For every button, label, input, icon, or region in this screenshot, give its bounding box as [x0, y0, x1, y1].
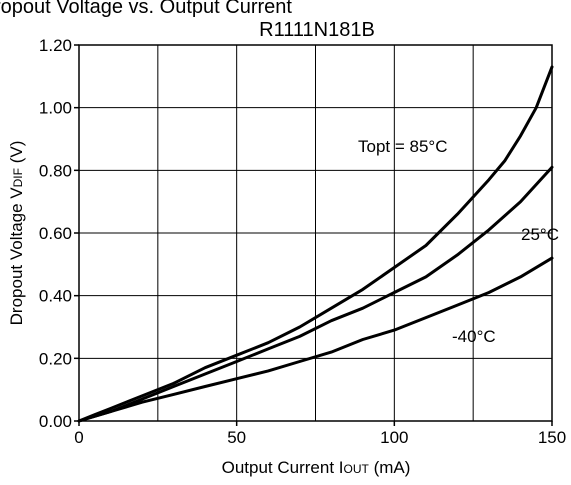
x-axis-label-main: Output Current I — [222, 458, 344, 477]
series-line-25c — [77, 165, 554, 423]
x-axis-label-subscript: OUT — [344, 462, 370, 476]
y-tick-label: 0.20 — [39, 349, 72, 368]
series-layer — [77, 65, 554, 423]
y-tick-label: 0.80 — [39, 161, 72, 180]
series-label-25c: 25°C — [521, 225, 559, 244]
y-tick-label: 1.20 — [39, 36, 72, 55]
x-axis-label: Output Current IOUT (mA) — [222, 458, 411, 477]
series-label-minus40c: -40°C — [452, 327, 496, 346]
chart-title: R1111N181B — [259, 19, 375, 41]
series-line-85c — [77, 65, 554, 423]
y-axis-label-main: Dropout Voltage V — [7, 187, 26, 326]
y-axis-label: Dropout Voltage VDIF (V) — [7, 141, 26, 326]
chart-title-partial: ropout Voltage vs. Output Current — [0, 0, 292, 18]
x-tick-label: 50 — [227, 428, 246, 447]
series-label-85c: Topt = 85°C — [358, 137, 448, 156]
y-tick-label: 1.00 — [39, 99, 72, 118]
series-line-minus40c — [77, 256, 554, 423]
y-axis-label-subscript: DIF — [11, 168, 25, 187]
x-tick-label: 150 — [538, 428, 566, 447]
y-tick-label: 0.40 — [39, 287, 72, 306]
y-tick-label: 0.00 — [39, 412, 72, 431]
x-axis-label-unit: (mA) — [369, 458, 411, 477]
x-tick-label: 100 — [380, 428, 408, 447]
grid-layer — [79, 45, 552, 421]
x-tick-label: 0 — [74, 428, 83, 447]
y-axis-label-unit: (V) — [7, 141, 26, 168]
tick-layer: 0.00 0.20 0.40 0.60 0.80 1.00 1.20 0 50 100 150 — [39, 36, 566, 447]
y-tick-label: 0.60 — [39, 224, 72, 243]
